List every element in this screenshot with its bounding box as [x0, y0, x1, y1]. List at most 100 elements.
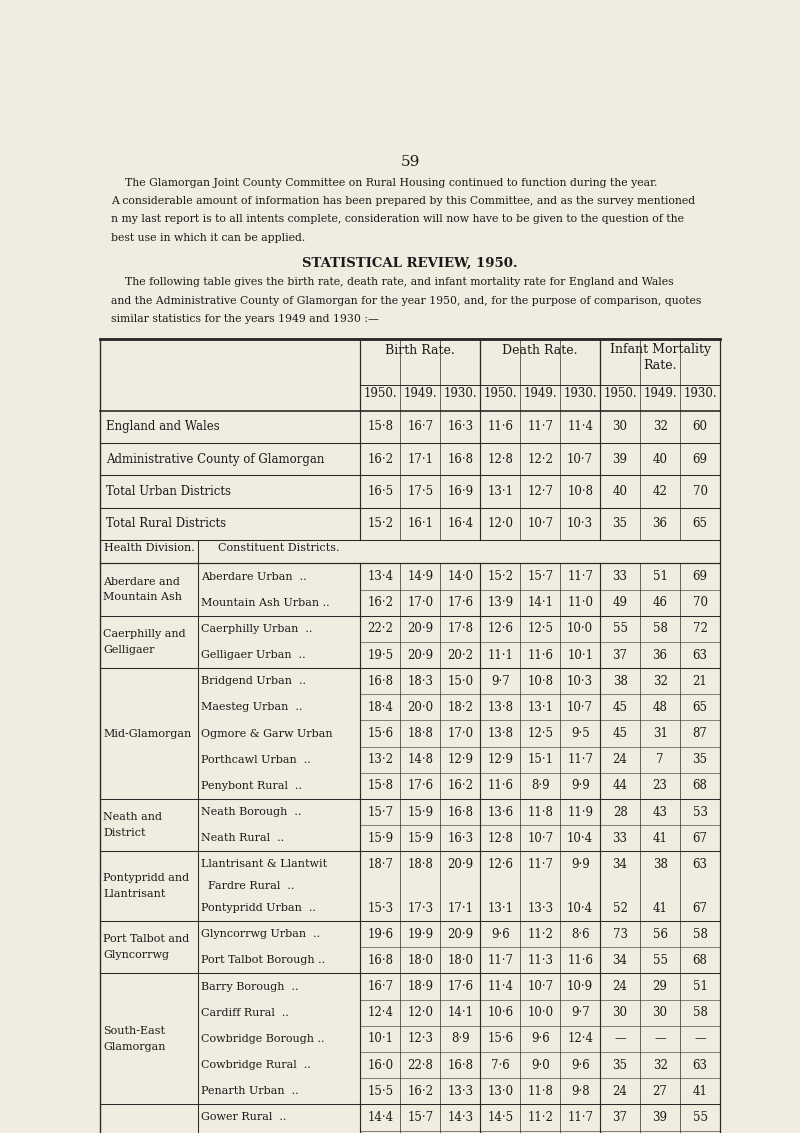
- Text: 9·6: 9·6: [531, 1032, 550, 1046]
- Text: 30: 30: [613, 420, 628, 434]
- Text: 45: 45: [613, 727, 628, 740]
- Text: 1930.: 1930.: [683, 387, 717, 400]
- Text: 69: 69: [693, 570, 707, 583]
- Text: 10·7: 10·7: [527, 980, 554, 993]
- Text: Bridgend Urban  ..: Bridgend Urban ..: [201, 676, 306, 687]
- Text: 67: 67: [693, 832, 707, 845]
- Text: 44: 44: [613, 780, 628, 792]
- Text: 11·6: 11·6: [567, 954, 593, 966]
- Text: 9·0: 9·0: [531, 1058, 550, 1072]
- Text: 46: 46: [653, 596, 667, 610]
- Text: 12·9: 12·9: [447, 753, 474, 766]
- Text: 16·3: 16·3: [447, 832, 474, 845]
- Text: 41: 41: [693, 1084, 707, 1098]
- Text: 10·1: 10·1: [567, 648, 593, 662]
- Text: 13·8: 13·8: [487, 727, 514, 740]
- Text: Maesteg Urban  ..: Maesteg Urban ..: [201, 702, 302, 713]
- Text: 1950.: 1950.: [483, 387, 517, 400]
- Text: —: —: [694, 1032, 706, 1046]
- Text: 15·2: 15·2: [487, 570, 514, 583]
- Text: 11·7: 11·7: [567, 753, 593, 766]
- Text: 11·7: 11·7: [527, 858, 554, 871]
- Text: 20·0: 20·0: [407, 701, 434, 714]
- Text: 36: 36: [653, 648, 667, 662]
- Text: 53: 53: [693, 806, 707, 818]
- Text: 11·7: 11·7: [567, 570, 593, 583]
- Text: 10·7: 10·7: [567, 453, 594, 466]
- Text: 13·8: 13·8: [487, 701, 514, 714]
- Text: Penybont Rural  ..: Penybont Rural ..: [201, 781, 302, 791]
- Text: Total Urban Districts: Total Urban Districts: [106, 485, 231, 499]
- Text: 48: 48: [653, 701, 667, 714]
- Text: 72: 72: [693, 622, 707, 636]
- Text: 14·3: 14·3: [447, 1111, 474, 1124]
- Text: Glamorgan: Glamorgan: [103, 1041, 166, 1051]
- Text: 24: 24: [613, 1084, 627, 1098]
- Text: 11·8: 11·8: [527, 1084, 553, 1098]
- Text: 10·8: 10·8: [567, 485, 593, 499]
- Text: 63: 63: [693, 648, 707, 662]
- Text: 11·0: 11·0: [567, 596, 593, 610]
- Text: 41: 41: [653, 832, 667, 845]
- Text: 10·1: 10·1: [367, 1032, 394, 1046]
- Text: 67: 67: [693, 902, 707, 914]
- Text: 34: 34: [613, 954, 628, 966]
- Text: 39: 39: [613, 453, 628, 466]
- Text: 22·2: 22·2: [367, 622, 394, 636]
- Text: best use in which it can be applied.: best use in which it can be applied.: [111, 232, 306, 242]
- Text: 1950.: 1950.: [603, 387, 637, 400]
- Text: 18·4: 18·4: [367, 701, 394, 714]
- Text: 15·1: 15·1: [527, 753, 554, 766]
- Text: 24: 24: [613, 980, 627, 993]
- Text: 55: 55: [653, 954, 667, 966]
- Text: 10·3: 10·3: [567, 518, 594, 530]
- Text: 15·9: 15·9: [407, 806, 434, 818]
- Text: 35: 35: [613, 1058, 628, 1072]
- Text: 69: 69: [693, 453, 707, 466]
- Text: Porthcawl Urban  ..: Porthcawl Urban ..: [201, 755, 311, 765]
- Text: —: —: [654, 1032, 666, 1046]
- Text: 18·0: 18·0: [407, 954, 434, 966]
- Text: 49: 49: [613, 596, 628, 610]
- Text: 33: 33: [613, 570, 628, 583]
- Text: Cowbridge Rural  ..: Cowbridge Rural ..: [201, 1060, 311, 1070]
- Text: 15·0: 15·0: [447, 675, 474, 688]
- Text: 32: 32: [653, 1058, 667, 1072]
- Text: 18·7: 18·7: [367, 858, 394, 871]
- Text: 12·4: 12·4: [567, 1032, 593, 1046]
- Text: Glyncorrwg Urban  ..: Glyncorrwg Urban ..: [201, 929, 320, 939]
- Text: 20·9: 20·9: [407, 648, 434, 662]
- Text: 35: 35: [613, 518, 628, 530]
- Text: Pontypridd Urban  ..: Pontypridd Urban ..: [201, 903, 316, 913]
- Text: 17·8: 17·8: [447, 622, 474, 636]
- Text: Aberdare and: Aberdare and: [103, 577, 180, 587]
- Text: 14·1: 14·1: [527, 596, 554, 610]
- Text: 65: 65: [693, 518, 707, 530]
- Text: 18·8: 18·8: [407, 727, 434, 740]
- Text: 56: 56: [653, 928, 667, 940]
- Text: 27: 27: [653, 1084, 667, 1098]
- Text: 18·2: 18·2: [447, 701, 474, 714]
- Text: 16·2: 16·2: [407, 1084, 434, 1098]
- Text: 34: 34: [613, 858, 628, 871]
- Text: 12·0: 12·0: [407, 1006, 434, 1020]
- Text: 9·9: 9·9: [570, 858, 590, 871]
- Text: 17·6: 17·6: [447, 596, 474, 610]
- Text: 17·6: 17·6: [447, 980, 474, 993]
- Text: 15·2: 15·2: [367, 518, 394, 530]
- Text: 65: 65: [693, 701, 707, 714]
- Text: Gelligaer Urban  ..: Gelligaer Urban ..: [201, 650, 306, 661]
- Text: 37: 37: [613, 648, 628, 662]
- Text: 11·4: 11·4: [487, 980, 514, 993]
- Text: 32: 32: [653, 675, 667, 688]
- Text: 59: 59: [400, 155, 420, 169]
- Text: 38: 38: [613, 675, 627, 688]
- Text: 13·1: 13·1: [527, 701, 554, 714]
- Text: 9·5: 9·5: [570, 727, 590, 740]
- Text: 29: 29: [653, 980, 667, 993]
- Text: Barry Borough  ..: Barry Borough ..: [201, 981, 298, 991]
- Text: 16·2: 16·2: [367, 453, 394, 466]
- Text: 68: 68: [693, 954, 707, 966]
- Text: 20·2: 20·2: [447, 648, 474, 662]
- Text: 11·3: 11·3: [527, 954, 554, 966]
